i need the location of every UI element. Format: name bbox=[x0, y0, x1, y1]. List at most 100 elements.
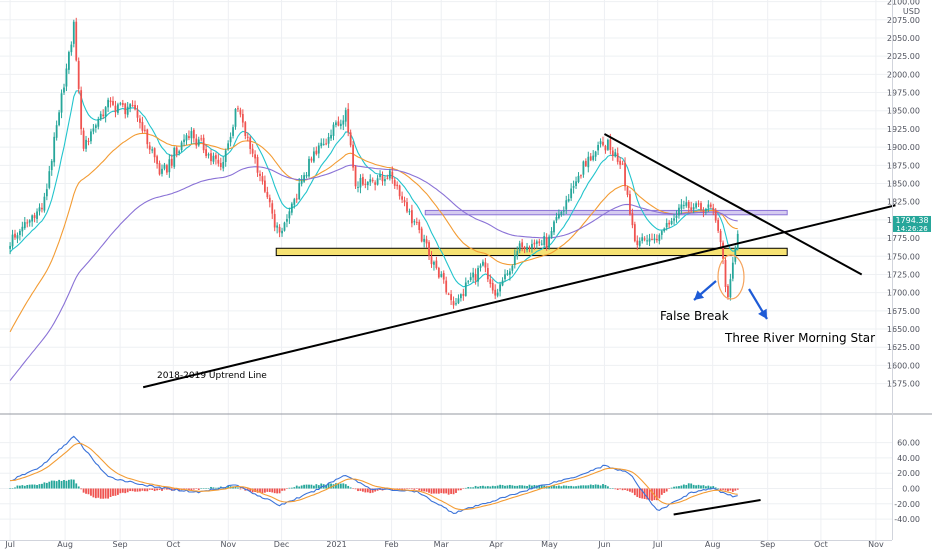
macd-histogram-bar bbox=[636, 488, 639, 497]
time-tick-label: Jun bbox=[597, 540, 611, 549]
macd-histogram-bar bbox=[675, 486, 678, 489]
candle bbox=[437, 266, 440, 279]
candle bbox=[376, 175, 379, 186]
macd-histogram-bar bbox=[121, 488, 124, 493]
candle bbox=[293, 197, 296, 209]
candle bbox=[288, 207, 291, 224]
macd-histogram-bar bbox=[281, 488, 283, 491]
candle bbox=[151, 146, 154, 154]
candle bbox=[685, 196, 688, 208]
macd-histogram-bar bbox=[484, 486, 487, 489]
macd-histogram-bar bbox=[459, 488, 462, 491]
macd-histogram-bar bbox=[339, 483, 342, 489]
currency-label: USD bbox=[903, 7, 920, 16]
time-tick-label: Aug bbox=[57, 540, 73, 549]
macd-histogram-bar bbox=[82, 488, 85, 493]
candle bbox=[82, 127, 85, 152]
macd-histogram-bar bbox=[251, 488, 254, 493]
candle bbox=[580, 174, 582, 179]
candle bbox=[325, 138, 328, 146]
macd-histogram-bar bbox=[435, 488, 438, 494]
macd-histogram-bar bbox=[239, 488, 242, 490]
price-tick-label: 2050.00 bbox=[887, 34, 920, 43]
candle bbox=[374, 180, 377, 191]
candle bbox=[229, 132, 232, 147]
candle bbox=[14, 229, 16, 240]
candle bbox=[712, 203, 715, 216]
macd-histogram-bar bbox=[65, 480, 68, 489]
macd-histogram-bar bbox=[43, 482, 46, 489]
macd-histogram-bar bbox=[273, 488, 276, 494]
macd-histogram-bar bbox=[335, 483, 337, 489]
macd-trend-line[interactable] bbox=[673, 498, 761, 516]
macd-histogram-bar bbox=[729, 488, 732, 491]
candle bbox=[185, 133, 188, 145]
candle bbox=[655, 234, 658, 243]
macd-histogram-bar bbox=[347, 485, 350, 489]
candle bbox=[675, 210, 678, 223]
macd-histogram-bar bbox=[486, 486, 489, 489]
candle bbox=[391, 166, 394, 184]
candle bbox=[23, 217, 26, 230]
macd-histogram-bar bbox=[469, 487, 472, 489]
candle bbox=[518, 240, 521, 254]
price-tick-label: 1775.00 bbox=[887, 234, 920, 243]
candle bbox=[210, 149, 212, 165]
macd-histogram-bar bbox=[668, 488, 671, 489]
candle bbox=[281, 227, 283, 237]
candle bbox=[692, 203, 695, 214]
candle bbox=[217, 154, 220, 167]
candle bbox=[139, 115, 141, 129]
descending-line[interactable] bbox=[603, 133, 863, 276]
candle bbox=[268, 194, 271, 208]
candle bbox=[330, 129, 332, 141]
candle bbox=[526, 242, 528, 253]
macd-histogram-bar bbox=[673, 486, 675, 489]
candle bbox=[354, 165, 357, 190]
price-tick-label: 1900.00 bbox=[887, 143, 920, 152]
candle bbox=[85, 135, 87, 152]
price-tick-label: 1675.00 bbox=[887, 307, 920, 316]
macd-histogram-bar bbox=[371, 488, 374, 493]
candle bbox=[134, 100, 136, 111]
macd-histogram-bar bbox=[293, 487, 296, 489]
time-tick-label: Jul bbox=[4, 540, 15, 549]
uptrend-line[interactable] bbox=[142, 204, 896, 389]
candle bbox=[102, 109, 105, 119]
candle bbox=[670, 217, 673, 226]
candle bbox=[592, 150, 595, 162]
macd-histogram-bar bbox=[709, 486, 712, 489]
candle bbox=[396, 181, 399, 190]
macd-histogram-bar bbox=[682, 484, 685, 489]
macd-histogram-bar bbox=[570, 485, 573, 489]
macd-histogram-bar bbox=[153, 488, 156, 492]
time-tick-label: Sep bbox=[760, 540, 775, 549]
time-tick-label: Apr bbox=[489, 540, 504, 549]
candle bbox=[643, 236, 646, 242]
macd-histogram-bar bbox=[496, 485, 499, 489]
macd-histogram-bar bbox=[320, 483, 323, 489]
candle bbox=[629, 190, 631, 216]
candle bbox=[234, 108, 237, 130]
candle bbox=[464, 277, 467, 297]
macd-tick-label: 0.00 bbox=[902, 485, 920, 494]
macd-histogram-bar bbox=[259, 488, 261, 493]
candle bbox=[332, 122, 335, 141]
candle bbox=[131, 100, 134, 107]
macd-histogram-bar bbox=[200, 488, 203, 489]
candle bbox=[709, 202, 712, 209]
macd-histogram-bar bbox=[72, 479, 75, 489]
macd-histogram-bar bbox=[107, 488, 109, 499]
macd-histogram-bar bbox=[660, 488, 663, 495]
time-tick-label: Oct bbox=[814, 540, 828, 549]
macd-histogram-bar bbox=[413, 488, 416, 490]
candle bbox=[491, 279, 494, 294]
candle bbox=[359, 174, 362, 194]
candle bbox=[237, 105, 239, 112]
three-river-morning-star-label: Three River Morning Star bbox=[724, 331, 875, 345]
candle bbox=[227, 140, 230, 151]
macd-histogram-bar bbox=[724, 488, 727, 491]
candle bbox=[626, 185, 629, 198]
candle bbox=[408, 208, 411, 216]
